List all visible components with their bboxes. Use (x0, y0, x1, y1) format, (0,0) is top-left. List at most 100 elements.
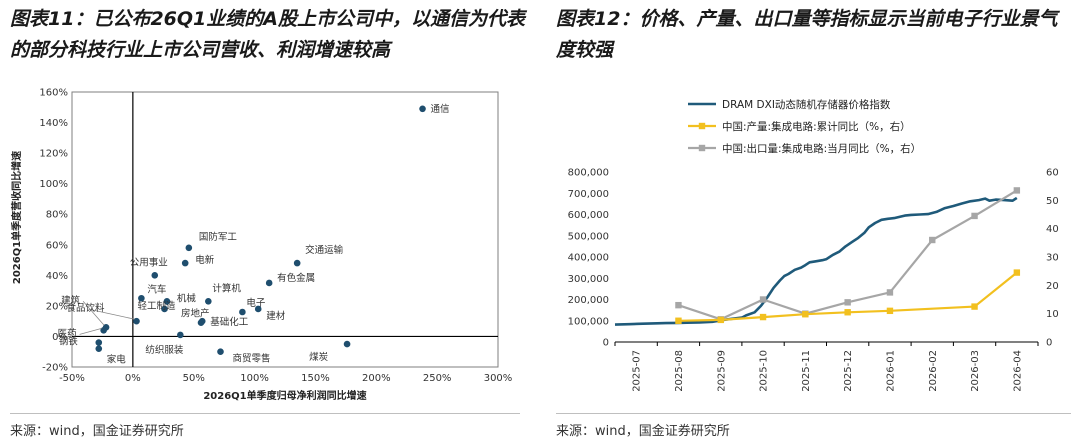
point-label: 钢铁 (59, 336, 79, 348)
scatter-point (163, 298, 171, 305)
scatter-point (293, 259, 301, 267)
x-tick-label: 150% (301, 373, 330, 384)
series-marker-production (886, 307, 894, 315)
x-tick-label: 300% (484, 373, 513, 384)
y-right-tick-label: 0 (1046, 338, 1052, 349)
y-left-tick-label: 800,000 (568, 168, 609, 179)
series-marker-export (929, 236, 936, 244)
point-label: 房地产 (181, 308, 210, 320)
series-marker-production (971, 303, 978, 310)
x-axis-title: 2026Q1单季度归母净利润同比增速 (203, 389, 366, 402)
y-left-tick-label: 0 (603, 338, 609, 349)
point-label: 有色金属 (277, 272, 315, 284)
plot-frame (71, 91, 499, 368)
series-marker-production (1013, 269, 1021, 276)
scatter-point (198, 317, 206, 325)
point-label: 国防军工 (199, 231, 238, 243)
point-label: 计算机 (212, 282, 241, 294)
source-divider-left (10, 413, 520, 414)
series-marker-export (675, 301, 682, 309)
y-tick-label: 20% (46, 301, 68, 312)
x-tick-label: 2025-10 (759, 350, 770, 392)
y-left-tick-label: 600,000 (568, 210, 609, 221)
point-label: 基础化工 (210, 316, 249, 328)
y-right-tick-label: 10 (1046, 309, 1059, 320)
point-label: 家电 (107, 354, 127, 366)
scatter-point (254, 305, 262, 313)
scatter-point (343, 340, 351, 348)
y-axis-title: 2026Q1单季度营收同比增速 (10, 151, 23, 284)
scatter-point (177, 331, 184, 339)
y-tick-label: 140% (39, 118, 68, 129)
source-divider-right (556, 413, 1071, 414)
point-label: 煤炭 (309, 351, 329, 363)
x-tick-label: 250% (423, 373, 452, 384)
y-right-tick-label: 40 (1046, 224, 1059, 235)
y-left-tick-label: 400,000 (568, 253, 609, 264)
legend-label-production: 中国:产量:集成电路:累计同比（%，右） (722, 120, 911, 133)
series-marker-export (759, 296, 767, 303)
point-label: 商贸零售 (232, 353, 270, 365)
source-note-right: 来源：wind，国金证券研究所 (556, 424, 730, 439)
label-leader-line (88, 308, 135, 320)
y-left-tick-label: 200,000 (568, 295, 609, 306)
scatter-point (95, 339, 103, 346)
x-tick-label: 2026-03 (970, 350, 981, 392)
source-note-left: 来源：wind，国金证券研究所 (10, 424, 184, 439)
point-label: 纺织服装 (145, 344, 184, 356)
series-marker-production (759, 313, 767, 321)
chart-title-left: 图表11：已公布26Q1业绩的A股上市公司中，以通信为代表的部分科技行业上市公司… (10, 8, 525, 61)
point-label: 轻工制造 (137, 300, 176, 312)
y-tick-label: 80% (46, 210, 68, 221)
y-tick-label: 60% (46, 240, 68, 251)
y-left-tick-label: 300,000 (568, 274, 609, 285)
label-leader-line (82, 301, 105, 326)
y-tick-label: 120% (39, 149, 68, 160)
x-tick-label: 2026-02 (928, 350, 939, 392)
scatter-point (205, 298, 212, 305)
x-tick-label: 50% (183, 373, 205, 384)
series-marker-export (886, 289, 894, 296)
y-left-tick-label: 700,000 (568, 189, 609, 200)
line-chart: 2025-07 2025-08 2025-09 2025-10 2025-11 2025-… (568, 98, 1059, 392)
scatter-point (100, 327, 107, 334)
point-label: 建材 (266, 310, 286, 322)
scatter-point (151, 272, 159, 279)
point-label: 公用事业 (130, 256, 168, 268)
x-tick-label: 200% (362, 373, 391, 384)
scatter-point (217, 348, 224, 356)
x-tick-label: 2025-12 (843, 350, 854, 392)
scatter-point (138, 294, 145, 302)
y-tick-label: 0% (52, 332, 68, 343)
y-left-tick-label: 100,000 (568, 316, 609, 327)
point-label: 电新 (195, 254, 215, 266)
chart-title-right: 图表12：价格、产量、出口量等指标显示当前电子行业景气度较强 (556, 8, 1058, 61)
y-tick-label: 40% (46, 271, 68, 282)
point-label: 机械 (177, 292, 197, 304)
x-tick-label: 0% (125, 373, 141, 384)
x-tick-label: 2026-01 (885, 350, 896, 392)
y-right-tick-label: 60 (1046, 168, 1059, 179)
point-label: 通信 (431, 103, 450, 115)
series-marker-production (675, 317, 682, 324)
scatter-chart: -50% 0% 50% 100% 150% 200% 250% 300% -20% 0% 20% 40… (10, 88, 513, 403)
x-tick-label: 100% (240, 373, 269, 384)
x-tick-label: 2025-08 (674, 350, 685, 392)
point-label: 建筑 (61, 294, 81, 306)
y-right-tick-label: 50 (1046, 196, 1059, 207)
series-marker-production (844, 309, 851, 316)
x-tick-label: 2025-09 (716, 350, 727, 392)
x-tick-label: 2025-07 (632, 350, 643, 392)
point-label: 食品饮料 (67, 302, 106, 314)
scatter-point (181, 259, 189, 267)
point-label: 汽车 (147, 283, 166, 295)
y-tick-label: 100% (39, 179, 68, 190)
point-label: 交通运输 (305, 244, 344, 256)
x-tick-label: 2026-04 (1012, 350, 1023, 392)
legend-marker-export (698, 144, 706, 152)
y-right-tick-label: 30 (1046, 253, 1059, 264)
y-tick-label: 160% (39, 88, 68, 99)
legend-marker-production (698, 122, 706, 130)
y-left-tick-label: 500,000 (568, 231, 609, 242)
scatter-point (95, 345, 103, 352)
